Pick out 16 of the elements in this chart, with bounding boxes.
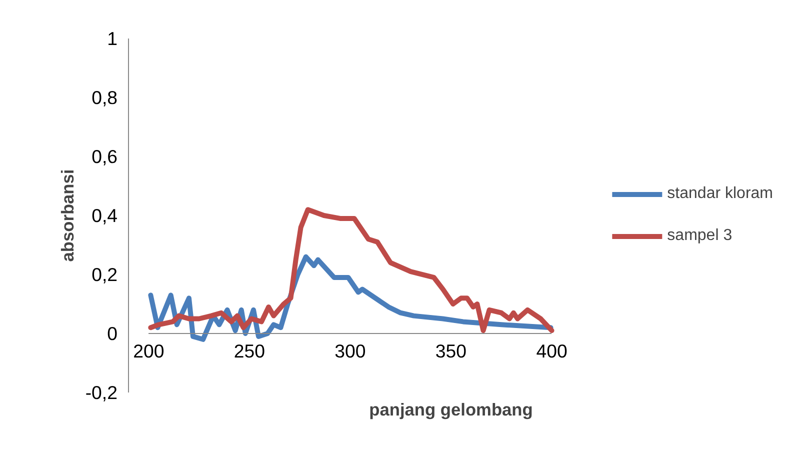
- x-tick-label: 350: [435, 340, 467, 362]
- legend-label: standar kloram: [667, 185, 773, 203]
- y-tick-label: 0,8: [92, 87, 118, 108]
- y-tick-label: 0,6: [92, 146, 118, 167]
- x-tick-label: 250: [234, 340, 266, 362]
- x-tick-label: 200: [133, 340, 164, 362]
- x-tick-label: 300: [334, 340, 366, 362]
- y-tick-label: 0,2: [92, 264, 118, 285]
- x-axis-title: panjang gelombang: [369, 400, 533, 420]
- y-tick-label: -0,2: [85, 382, 118, 403]
- y-tick-label: 0: [107, 323, 118, 344]
- y-tick-label: 0,4: [92, 205, 118, 226]
- y-tick-label: 1: [107, 28, 118, 49]
- x-tick-label: 400: [536, 340, 568, 362]
- legend-label: sampel 3: [667, 227, 732, 245]
- y-axis-title: absorbansi: [57, 169, 78, 262]
